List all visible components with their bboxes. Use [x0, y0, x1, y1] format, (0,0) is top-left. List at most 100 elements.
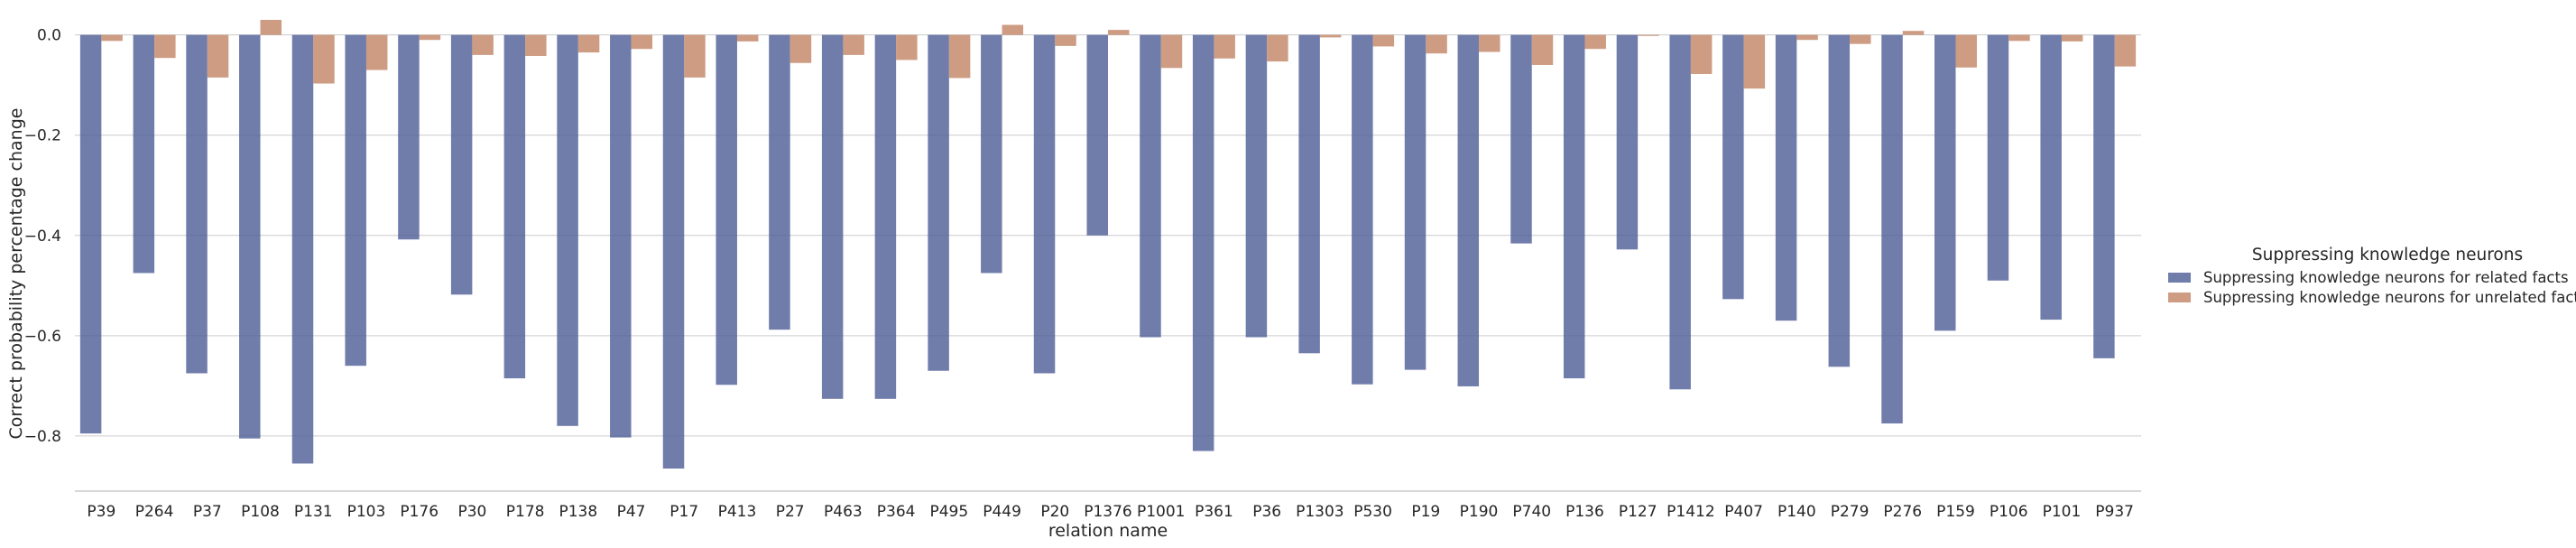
bar-related-p138 — [557, 34, 578, 426]
bar-related-p20 — [1033, 34, 1056, 374]
legend-label: Suppressing knowledge neurons for relate… — [2203, 269, 2569, 286]
x-tick-label: P136 — [1565, 503, 1604, 521]
bar-unrelated-p108 — [260, 20, 282, 35]
x-axis-label: relation name — [1048, 521, 1168, 541]
x-tick-label: P279 — [1831, 503, 1870, 521]
x-tick-label: P103 — [347, 503, 386, 521]
bar-unrelated-p264 — [154, 34, 176, 59]
x-tick-label: P407 — [1724, 503, 1763, 521]
bar-unrelated-p361 — [1214, 34, 1235, 59]
bar-unrelated-p413 — [736, 34, 759, 42]
x-tick-label: P1412 — [1667, 503, 1715, 521]
x-tick-label: P27 — [776, 503, 805, 521]
x-tick-label: P740 — [1512, 503, 1551, 521]
bars — [79, 20, 2137, 469]
y-axis-label: Correct probability percentage change — [6, 108, 26, 440]
x-tick-label: P1303 — [1296, 503, 1344, 521]
bar-related-p740 — [1510, 34, 1532, 244]
x-tick-label: P449 — [983, 503, 1021, 521]
x-tick-label: P17 — [669, 503, 698, 521]
x-tick-label: P178 — [506, 503, 545, 521]
x-tick-label: P159 — [1936, 503, 1975, 521]
x-tick-label: P19 — [1411, 503, 1440, 521]
bar-unrelated-p449 — [1002, 24, 1024, 35]
bar-related-p108 — [239, 34, 261, 439]
y-tick-label: −0.2 — [24, 127, 61, 145]
x-tick-label: P413 — [718, 503, 757, 521]
bar-unrelated-p159 — [1955, 34, 1977, 68]
bar-unrelated-p530 — [1372, 34, 1395, 47]
x-tick-label: P495 — [929, 503, 968, 521]
x-tick-label: P20 — [1040, 503, 1069, 521]
bar-unrelated-p176 — [419, 34, 441, 41]
bar-related-p178 — [503, 34, 526, 379]
bar-related-p19 — [1404, 34, 1426, 370]
x-tick-label: P127 — [1619, 503, 1657, 521]
legend-items: Suppressing knowledge neurons for relate… — [2168, 269, 2576, 306]
bar-related-p136 — [1563, 34, 1585, 379]
bar-related-p364 — [874, 34, 897, 399]
x-tick-label: P1376 — [1084, 503, 1132, 521]
y-tick-label: −0.8 — [24, 428, 61, 446]
y-axis-ticks: 0.0 −0.2 −0.4 −0.6 −0.8 — [24, 27, 61, 446]
bar-related-p30 — [450, 34, 473, 295]
bar-unrelated-p103 — [365, 34, 388, 70]
bar-unrelated-p1001 — [1160, 34, 1183, 69]
bar-related-p101 — [2040, 34, 2062, 320]
bar-related-p176 — [398, 34, 420, 240]
bar-unrelated-p37 — [207, 34, 229, 78]
legend-label: Suppressing knowledge neurons for unrela… — [2203, 289, 2576, 306]
bar-unrelated-p495 — [948, 34, 971, 79]
x-tick-label: P1001 — [1137, 503, 1186, 521]
bar-unrelated-p140 — [1796, 34, 1818, 41]
bar-unrelated-p1303 — [1319, 34, 1342, 38]
bar-unrelated-p19 — [1426, 34, 1447, 54]
x-axis-ticks: P39 P264 P37 P108 P131 P103 P176 P30 P178 P138 P47… — [87, 503, 2134, 521]
x-tick-label: P276 — [1883, 503, 1922, 521]
bar-related-p190 — [1457, 34, 1480, 386]
x-tick-label: P530 — [1353, 503, 1392, 521]
bar-related-p495 — [928, 34, 949, 371]
x-tick-label: P190 — [1460, 503, 1499, 521]
x-tick-label: P30 — [457, 503, 486, 521]
bar-related-p127 — [1616, 34, 1639, 250]
legend-title: Suppressing knowledge neurons — [2252, 246, 2523, 265]
y-tick-label: 0.0 — [37, 27, 61, 45]
bar-related-p103 — [345, 34, 366, 367]
bar-unrelated-p407 — [1743, 34, 1766, 89]
bar-unrelated-p106 — [2008, 34, 2030, 42]
bar-related-p37 — [186, 34, 208, 374]
x-tick-label: P463 — [824, 503, 863, 521]
x-tick-label: P101 — [2043, 503, 2082, 521]
x-tick-label: P37 — [193, 503, 222, 521]
bar-related-p47 — [610, 34, 632, 438]
x-tick-label: P131 — [294, 503, 333, 521]
y-tick-label: −0.6 — [24, 328, 61, 346]
x-tick-label: P108 — [241, 503, 280, 521]
bar-unrelated-p1376 — [1108, 30, 1130, 35]
bar-related-p276 — [1881, 34, 1903, 424]
bar-unrelated-p47 — [631, 34, 653, 50]
bar-unrelated-p276 — [1902, 31, 1925, 35]
bar-related-p131 — [291, 34, 314, 464]
bar-unrelated-p740 — [1531, 34, 1554, 65]
bar-related-p39 — [79, 34, 102, 434]
bar-related-p279 — [1828, 34, 1851, 367]
bar-related-p449 — [981, 34, 1002, 274]
x-tick-label: P47 — [617, 503, 646, 521]
bar-unrelated-p27 — [789, 34, 812, 63]
bar-unrelated-p138 — [577, 34, 600, 53]
x-tick-label: P140 — [1777, 503, 1816, 521]
legend-swatch — [2168, 293, 2191, 302]
y-tick-label: −0.4 — [24, 228, 61, 246]
x-tick-label: P176 — [400, 503, 439, 521]
bar-unrelated-p364 — [896, 34, 918, 60]
bar-related-p463 — [821, 34, 844, 399]
legend: Suppressing knowledge neurons Suppressin… — [2168, 246, 2576, 306]
bar-unrelated-p127 — [1638, 34, 1659, 36]
x-tick-label: P264 — [135, 503, 174, 521]
legend-swatch — [2168, 273, 2191, 283]
bar-related-p17 — [662, 34, 685, 469]
x-tick-label: P361 — [1195, 503, 1233, 521]
